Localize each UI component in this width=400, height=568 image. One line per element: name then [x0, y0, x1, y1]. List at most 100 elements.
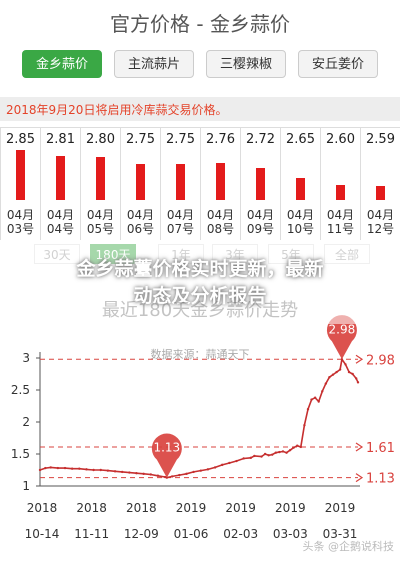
price-date-month: 04月 — [166, 208, 195, 222]
series-point — [303, 424, 306, 427]
price-date: 04月 09号 — [241, 208, 280, 236]
series-point — [321, 390, 324, 393]
marker-pin — [326, 315, 357, 360]
series-point — [331, 373, 335, 376]
price-date-month: 04月 — [206, 208, 235, 222]
reference-label: 1.13 — [366, 472, 395, 487]
series-point — [242, 457, 245, 460]
notice-text: 2018年9月20日将启用冷库蒜交易价格。 — [6, 103, 228, 117]
price-date-day: 12号 — [366, 222, 395, 236]
series-point — [185, 472, 188, 476]
marker-label: 2.98 — [329, 322, 356, 336]
series-point — [106, 469, 110, 472]
x-tick-year: 2018 — [76, 501, 107, 515]
series-point — [120, 470, 124, 474]
series-point — [113, 470, 117, 473]
series-point — [260, 455, 263, 458]
series-point — [149, 473, 152, 476]
price-date: 04月 12号 — [361, 208, 400, 236]
headline-overlay — [0, 240, 400, 324]
series-point — [44, 466, 47, 470]
series-point — [199, 469, 202, 472]
price-bar — [216, 162, 225, 200]
daily-price-table: 2.85 04月 03号 2.81 04月 04号 2.80 04月 05号 2.75 04月 06号… — [0, 127, 400, 240]
price-value: 2.65 — [286, 132, 315, 147]
price-date-day: 03号 — [6, 222, 35, 236]
price-date-day: 07号 — [166, 222, 195, 236]
series-point — [49, 466, 52, 469]
page-title: 官方价格 - 金乡蒜价 — [110, 12, 290, 36]
series-point — [328, 376, 331, 379]
price-bar — [96, 157, 105, 200]
price-date-month: 04月 — [246, 208, 275, 222]
y-tick-label: 1 — [22, 479, 30, 493]
series-point — [278, 450, 281, 454]
headline: 金乡蒜薹价格实时更新，最新 动态及分析报告 — [0, 256, 400, 310]
series-point — [351, 372, 354, 376]
price-bar — [376, 186, 385, 200]
product-tabs: 金乡蒜价 主流蒜片 三樱辣椒 安丘姜价 — [22, 50, 382, 78]
price-day-5[interactable]: 2.75 04月 07号 — [160, 128, 200, 240]
series-point — [206, 468, 210, 471]
series-point — [274, 451, 278, 454]
price-value: 2.60 — [326, 132, 355, 147]
x-tick-date: 03-31 — [323, 527, 358, 541]
reference-label: 2.98 — [366, 353, 395, 368]
x-tick-date: 02-03 — [223, 527, 258, 541]
price-bar — [296, 178, 305, 200]
series-point — [142, 472, 145, 476]
series-point — [310, 398, 313, 401]
series-point — [70, 467, 74, 470]
headline-line-1: 金乡蒜薹价格实时更新，最新 — [76, 258, 324, 280]
series-point — [347, 370, 351, 374]
tab-anqiu-ginger[interactable]: 安丘姜价 — [298, 50, 378, 78]
tab-jinxiang-garlic[interactable]: 金乡蒜价 — [22, 50, 102, 78]
price-date: 04月 11号 — [321, 208, 360, 236]
price-date-day: 09号 — [246, 222, 275, 236]
price-date-month: 04月 — [366, 208, 395, 222]
tab-sanying-chili[interactable]: 三樱辣椒 — [206, 50, 286, 78]
series-point — [340, 358, 344, 361]
series-point — [338, 368, 342, 371]
y-tick-label: 1.5 — [11, 447, 30, 461]
price-day-10[interactable]: 2.59 04月 12号 — [360, 128, 400, 240]
tab-garlic-slices[interactable]: 主流蒜片 — [114, 50, 194, 78]
series-point — [271, 453, 274, 456]
series-point — [156, 474, 160, 477]
price-day-8[interactable]: 2.65 04月 10号 — [280, 128, 320, 240]
series-point — [306, 408, 310, 411]
price-value: 2.85 — [6, 132, 35, 147]
price-day-7[interactable]: 2.72 04月 09号 — [240, 128, 280, 240]
series-point — [267, 454, 270, 457]
price-day-6[interactable]: 2.76 04月 08号 — [200, 128, 240, 240]
price-bar — [336, 185, 345, 200]
price-date: 04月 06号 — [121, 208, 160, 236]
reference-arrow — [355, 354, 364, 364]
price-day-2[interactable]: 2.81 04月 04号 — [40, 128, 80, 240]
price-date-month: 04月 — [286, 208, 315, 222]
series-point — [213, 466, 217, 469]
price-day-4[interactable]: 2.75 04月 06号 — [120, 128, 160, 240]
price-day-1[interactable]: 2.85 04月 03号 — [0, 128, 40, 240]
price-value: 2.72 — [246, 132, 275, 147]
series-point — [235, 459, 238, 463]
price-day-9[interactable]: 2.60 04月 11号 — [320, 128, 360, 240]
series-point — [135, 472, 138, 475]
x-tick-year: 2018 — [126, 501, 157, 515]
price-value: 2.75 — [126, 132, 155, 147]
source-note: 数据来源：蒜通天下 — [151, 347, 250, 361]
series-point — [313, 396, 317, 399]
reference-arrow — [355, 473, 364, 483]
series-point — [178, 473, 181, 477]
price-bar — [256, 168, 265, 200]
notice-bar: 2018年9月20日将启用冷库蒜交易价格。 — [0, 97, 400, 121]
price-date-day: 10号 — [286, 222, 315, 236]
price-date-month: 04月 — [126, 208, 155, 222]
price-date-day: 08号 — [206, 222, 235, 236]
x-tick-date: 03-03 — [273, 527, 308, 541]
price-date-day: 11号 — [326, 222, 355, 236]
series-point — [299, 445, 303, 449]
price-date-month: 04月 — [86, 208, 115, 222]
price-day-3[interactable]: 2.80 04月 05号 — [80, 128, 120, 240]
price-date: 04月 05号 — [81, 208, 120, 236]
